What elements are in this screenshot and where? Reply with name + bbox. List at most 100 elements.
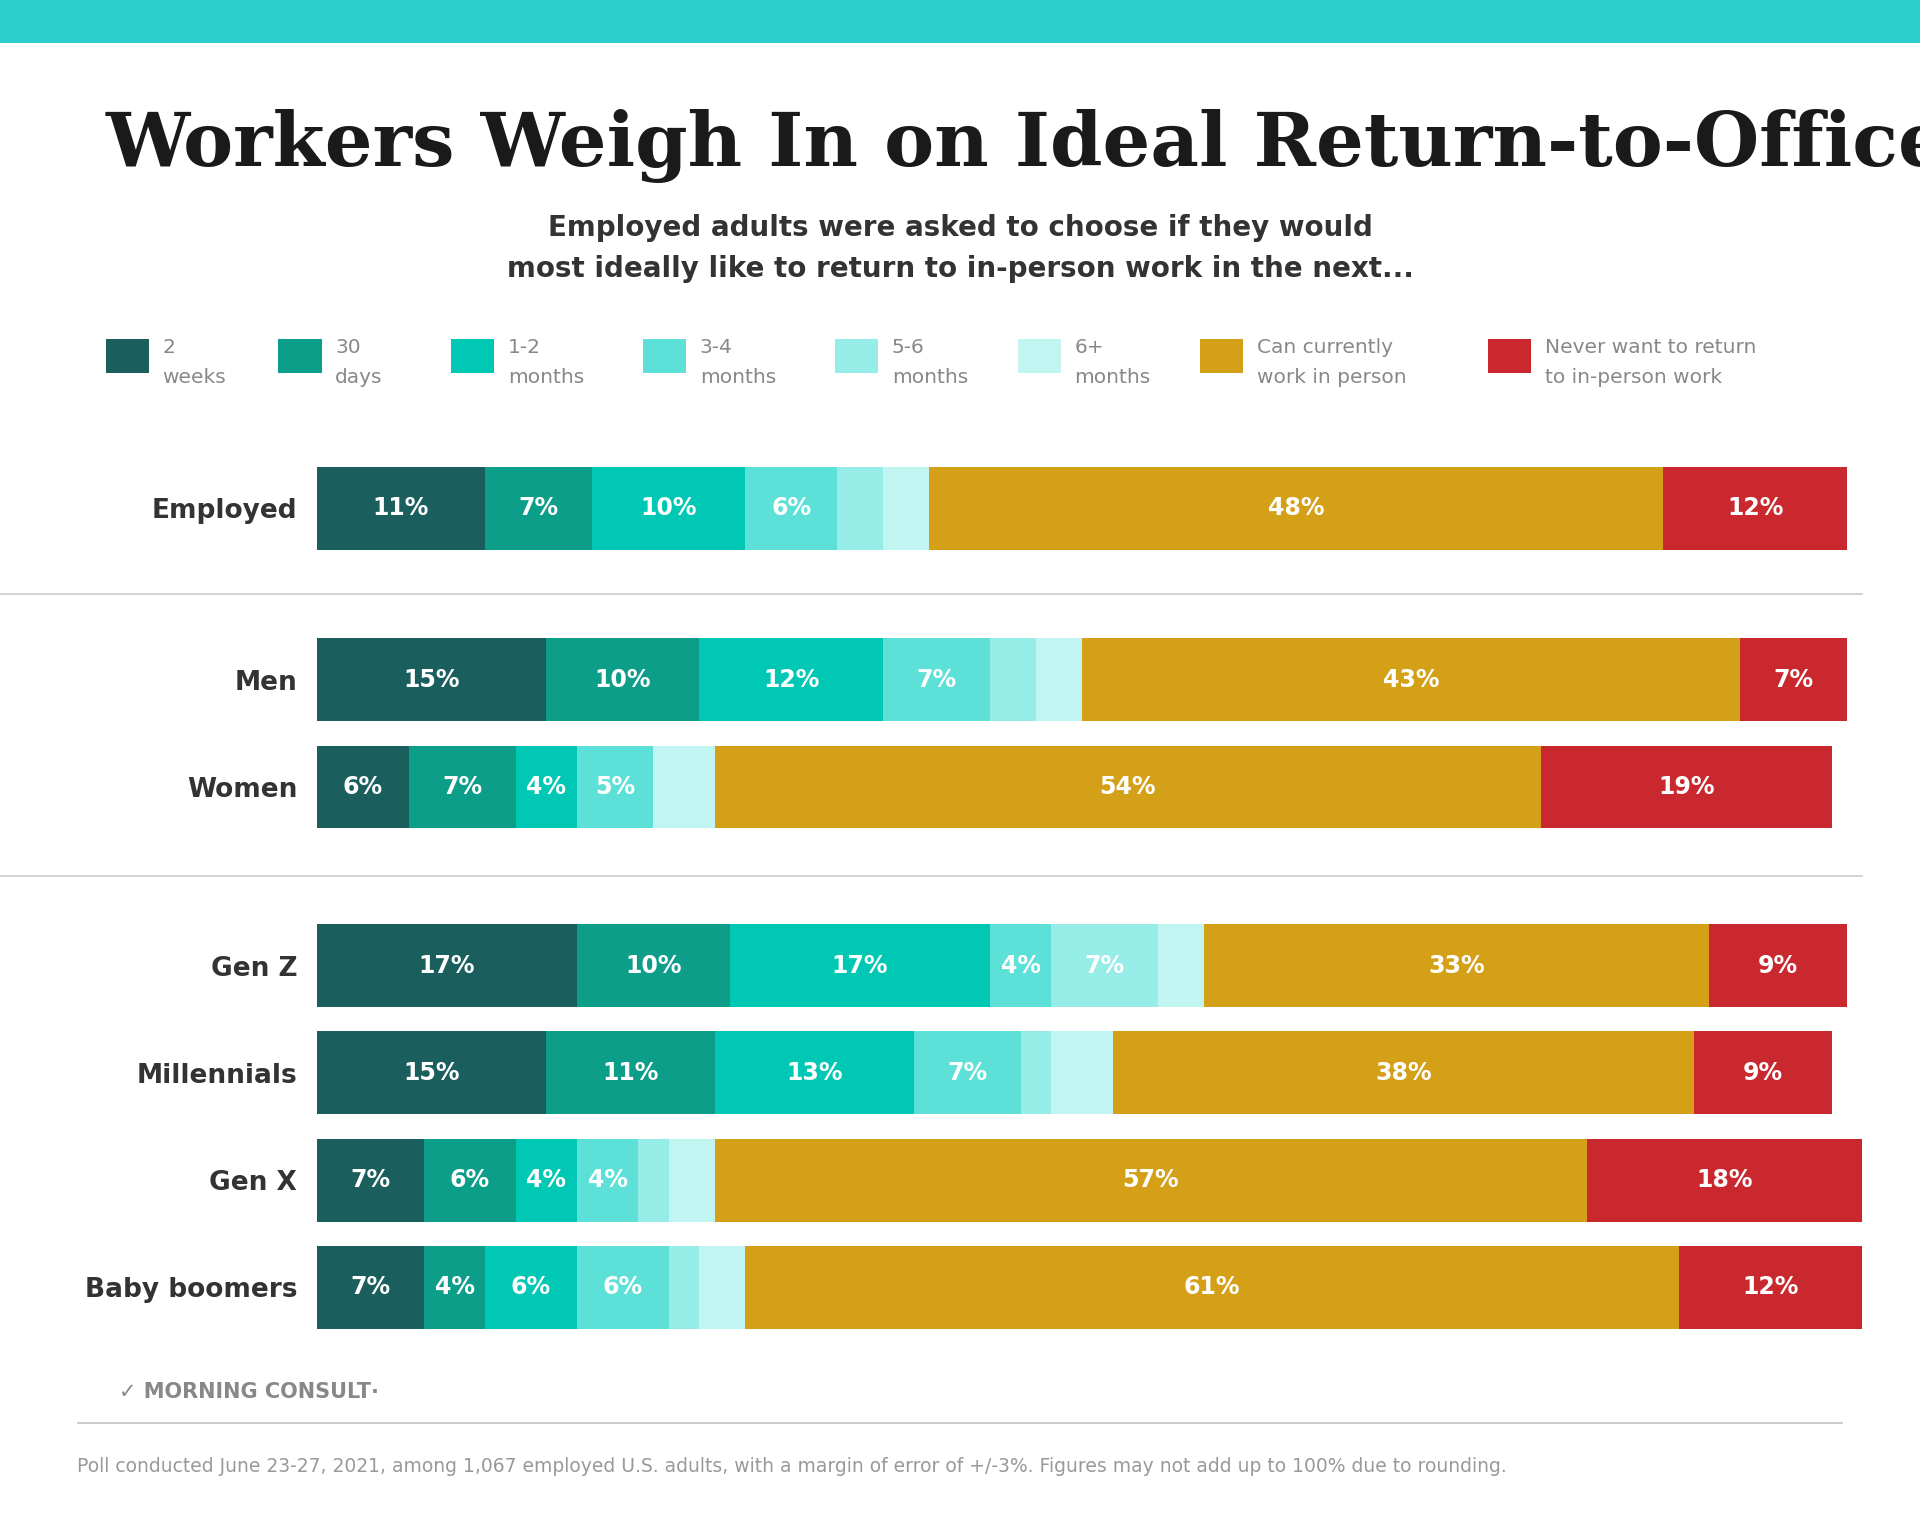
Text: Never want to return: Never want to return (1544, 338, 1757, 356)
Text: work in person: work in person (1256, 369, 1405, 387)
Bar (576, 745, 653, 828)
Text: 38%: 38% (1375, 1061, 1432, 1084)
Bar (1693, 1032, 1832, 1114)
Bar (1709, 925, 1847, 1008)
Bar (409, 745, 516, 828)
Text: 4%: 4% (526, 776, 566, 799)
Bar (745, 1246, 1678, 1329)
Bar (1740, 639, 1847, 722)
Bar (576, 1138, 637, 1221)
Text: 7%: 7% (947, 1061, 987, 1084)
Text: months: months (507, 369, 584, 387)
Text: Poll conducted June 23-27, 2021, among 1,067 employed U.S. adults, with a margin: Poll conducted June 23-27, 2021, among 1… (77, 1458, 1507, 1476)
Bar (837, 467, 883, 550)
Bar (1052, 925, 1158, 1008)
Text: 12%: 12% (1728, 496, 1784, 521)
Text: 1-2: 1-2 (507, 338, 541, 356)
Bar (516, 745, 576, 828)
Text: Workers Weigh In on Ideal Return-to-Office Timeline: Workers Weigh In on Ideal Return-to-Offi… (106, 109, 1920, 183)
Text: 7%: 7% (1085, 954, 1125, 978)
Text: 3-4: 3-4 (701, 338, 733, 356)
Text: 6%: 6% (449, 1167, 490, 1192)
Bar (424, 1246, 486, 1329)
Bar (637, 1138, 668, 1221)
Text: days: days (334, 369, 382, 387)
Text: 7%: 7% (349, 1275, 390, 1299)
Bar (486, 1246, 576, 1329)
Bar (424, 1138, 516, 1221)
Text: 7%: 7% (349, 1167, 390, 1192)
Text: 10%: 10% (641, 496, 697, 521)
Bar (699, 639, 883, 722)
Text: 17%: 17% (831, 954, 889, 978)
Text: 19%: 19% (1659, 776, 1715, 799)
Bar (1083, 639, 1740, 722)
Bar (547, 639, 699, 722)
Text: 4%: 4% (434, 1275, 474, 1299)
Text: months: months (891, 369, 968, 387)
Text: 43%: 43% (1382, 668, 1440, 691)
Bar (929, 467, 1663, 550)
Bar (991, 925, 1052, 1008)
Text: 10%: 10% (595, 668, 651, 691)
Bar (317, 1032, 547, 1114)
Text: 12%: 12% (762, 668, 820, 691)
Bar (1204, 925, 1709, 1008)
Bar (516, 1138, 576, 1221)
Bar (1588, 1138, 1862, 1221)
Text: 7%: 7% (442, 776, 482, 799)
Text: 6%: 6% (772, 496, 812, 521)
Bar (547, 1032, 714, 1114)
Bar (714, 745, 1542, 828)
Bar (653, 745, 714, 828)
Text: 48%: 48% (1267, 496, 1325, 521)
Text: weeks: weeks (161, 369, 227, 387)
Text: 13%: 13% (785, 1061, 843, 1084)
Text: 12%: 12% (1741, 1275, 1799, 1299)
Bar (317, 1246, 424, 1329)
Text: Can currently: Can currently (1256, 338, 1392, 356)
Text: 2: 2 (161, 338, 175, 356)
Text: to in-person work: to in-person work (1544, 369, 1722, 387)
Bar (914, 1032, 1021, 1114)
Bar (668, 1138, 714, 1221)
Text: 9%: 9% (1743, 1061, 1784, 1084)
Text: 4%: 4% (526, 1167, 566, 1192)
Text: 7%: 7% (518, 496, 559, 521)
Bar (1052, 1032, 1112, 1114)
Text: months: months (1075, 369, 1150, 387)
Text: 4%: 4% (1000, 954, 1041, 978)
Text: 7%: 7% (916, 668, 956, 691)
Text: Employed adults were asked to choose if they would
most ideally like to return t: Employed adults were asked to choose if … (507, 214, 1413, 284)
Bar (714, 1032, 914, 1114)
Text: 54%: 54% (1100, 776, 1156, 799)
Bar (317, 467, 486, 550)
Text: 10%: 10% (626, 954, 682, 978)
Text: 6%: 6% (511, 1275, 551, 1299)
Text: 4%: 4% (588, 1167, 628, 1192)
Bar (317, 639, 547, 722)
Text: 9%: 9% (1759, 954, 1799, 978)
Bar (883, 639, 991, 722)
Text: 15%: 15% (403, 1061, 459, 1084)
Bar (745, 467, 837, 550)
Bar (1678, 1246, 1862, 1329)
Bar (730, 925, 991, 1008)
Bar (1542, 745, 1832, 828)
Text: 18%: 18% (1697, 1167, 1753, 1192)
Text: 5%: 5% (595, 776, 636, 799)
Bar (1021, 1032, 1052, 1114)
Text: 6%: 6% (342, 776, 382, 799)
Bar (591, 467, 745, 550)
Text: 15%: 15% (403, 668, 459, 691)
Text: 11%: 11% (372, 496, 430, 521)
Text: 11%: 11% (603, 1061, 659, 1084)
Bar (486, 467, 591, 550)
Bar (576, 1246, 668, 1329)
Bar (699, 1246, 745, 1329)
Bar (576, 925, 730, 1008)
Text: 6%: 6% (603, 1275, 643, 1299)
Text: 57%: 57% (1123, 1167, 1179, 1192)
Text: 17%: 17% (419, 954, 474, 978)
Bar (1112, 1032, 1693, 1114)
